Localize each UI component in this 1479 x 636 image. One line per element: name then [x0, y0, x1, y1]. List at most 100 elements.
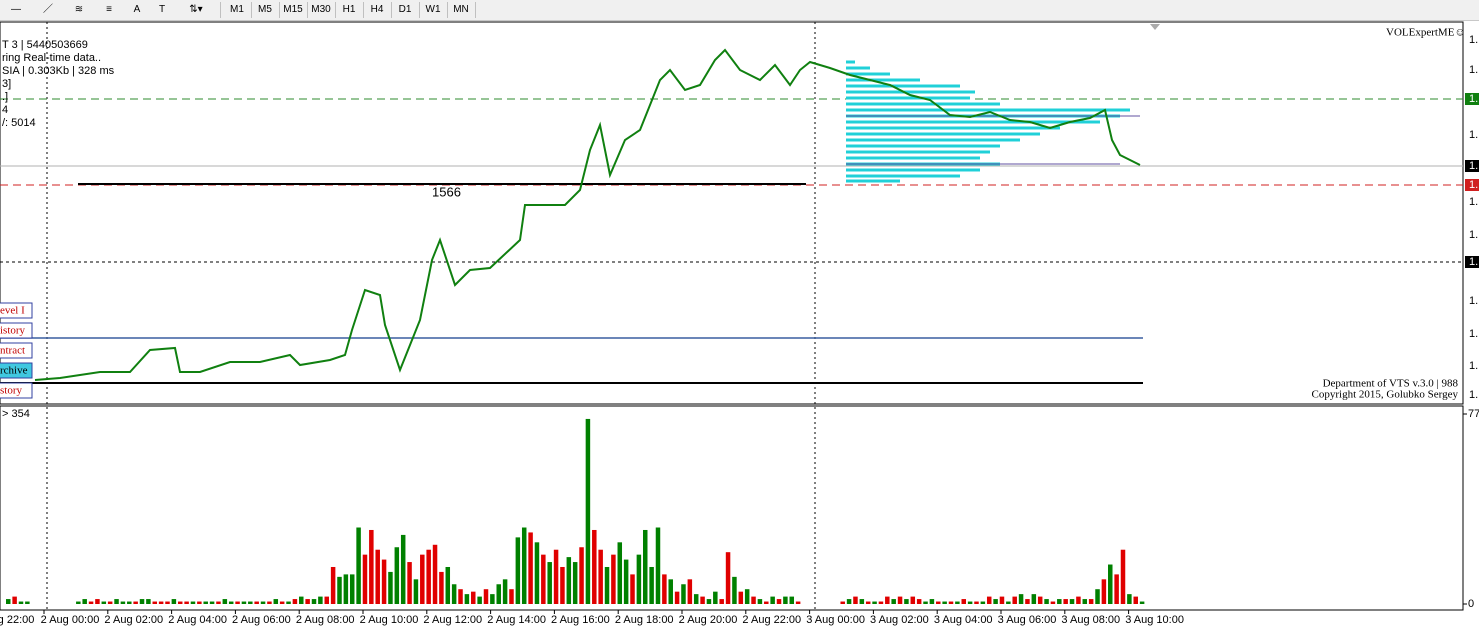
volume-bar	[693, 594, 699, 604]
volume-bar	[420, 554, 425, 604]
timeframe-button[interactable]: H4	[370, 4, 384, 15]
timeframe-button[interactable]: M5	[258, 4, 272, 15]
x-axis-label: 2 Aug 02:00	[104, 614, 163, 626]
volume-bar	[502, 579, 508, 604]
price-axis-label: 1.	[1469, 256, 1478, 268]
volume-bar	[413, 579, 419, 604]
volume-bar	[158, 601, 164, 604]
volume-bar	[1031, 594, 1037, 604]
volume-bar	[980, 601, 986, 604]
timeframe-button[interactable]: MN	[453, 4, 469, 15]
volume-bar	[241, 601, 247, 604]
x-axis-label: 2 Aug 06:00	[232, 614, 291, 626]
volume-bar	[1025, 599, 1030, 604]
side-button[interactable]: evel I	[0, 305, 25, 317]
volume-bar	[1057, 599, 1062, 604]
price-axis-label: 1.	[1469, 229, 1478, 241]
separator	[307, 2, 308, 18]
volume-bar	[362, 554, 368, 604]
volume-bar	[547, 562, 552, 604]
volume-bar	[846, 599, 852, 604]
volume-bar	[343, 574, 349, 604]
label-tool[interactable]: T	[158, 4, 166, 15]
channel-tool[interactable]: ≋	[74, 4, 84, 15]
timeframe-button[interactable]: M15	[283, 4, 303, 15]
volume-bar	[394, 547, 400, 604]
line-tool[interactable]: ／	[43, 4, 53, 15]
volume-bar	[853, 596, 858, 604]
volume-bar	[961, 599, 966, 604]
volume-bar	[1114, 574, 1119, 604]
volume-bar	[114, 599, 119, 604]
price-label-box	[1465, 256, 1479, 268]
volume-bar	[528, 532, 533, 604]
volume-bar	[1037, 596, 1043, 604]
price-label-box	[1465, 160, 1479, 172]
side-button-frame[interactable]	[0, 382, 33, 399]
volume-bar	[1012, 596, 1017, 604]
volume-bar	[655, 527, 661, 604]
volume-bar	[216, 601, 221, 604]
volume-bar	[999, 596, 1005, 604]
fibo-tool[interactable]: ≡	[106, 4, 112, 15]
volume-bar	[254, 601, 259, 604]
volume-bar	[643, 529, 648, 604]
volume-bar	[101, 601, 107, 604]
volume-bar	[203, 601, 208, 604]
volume-bar	[598, 549, 603, 604]
volume-bar	[840, 601, 845, 604]
volume-bar	[286, 601, 291, 604]
volume-bar	[260, 601, 266, 604]
volume-bar	[534, 542, 540, 604]
volume-bar	[267, 601, 272, 604]
arrows-tool[interactable]: ⇅▾	[189, 4, 203, 15]
volume-bar	[12, 596, 17, 604]
y-tick-label: 0	[1468, 598, 1474, 610]
volume-bar	[1101, 579, 1107, 604]
volume-bar	[235, 601, 240, 604]
side-button-frame[interactable]	[0, 342, 33, 359]
price-label-box	[1465, 179, 1479, 191]
volume-bar	[878, 601, 884, 604]
volume-bar	[662, 574, 667, 604]
volume-bar	[509, 589, 514, 604]
side-button[interactable]: rchive	[0, 365, 28, 377]
volume-bar	[299, 596, 304, 604]
side-button-frame[interactable]	[0, 302, 33, 319]
timeframe-button[interactable]: M30	[311, 4, 331, 15]
volume-bar	[165, 601, 170, 604]
volume-bar	[732, 576, 737, 604]
volume-bar	[407, 562, 412, 604]
text-tool[interactable]: A	[133, 4, 141, 15]
price-axis-label: 1.	[1469, 34, 1478, 46]
timeframe-button[interactable]: W1	[425, 4, 441, 15]
volume-bar	[865, 601, 871, 604]
shift-marker	[1150, 24, 1160, 30]
volume-bar	[1006, 601, 1011, 604]
volume-bar	[464, 594, 470, 604]
timeframe-button[interactable]: H1	[342, 4, 356, 15]
volume-bar	[1139, 601, 1145, 604]
timeframe-button[interactable]: D1	[398, 4, 412, 15]
side-button-frame[interactable]	[0, 322, 33, 339]
x-axis-label: 2 Aug 20:00	[679, 614, 738, 626]
x-axis-label: 2 Aug 14:00	[487, 614, 546, 626]
volume-panel	[0, 405, 1464, 611]
x-axis-label: 3 Aug 06:00	[998, 614, 1057, 626]
volume-bar	[611, 554, 616, 604]
side-button[interactable]: istory	[0, 325, 26, 337]
toolbar: — ／ ≋ ≡ A T ⇅▾ M1 M5 M15 M30 H1 H4 D1 W1 MN	[0, 0, 1479, 21]
side-button[interactable]: story	[0, 385, 23, 397]
side-button[interactable]: ntract	[0, 345, 25, 357]
volume-bar	[228, 601, 234, 604]
volume-bar	[592, 529, 597, 604]
price-axis-label: 1.	[1469, 64, 1478, 76]
crosshair-tool[interactable]: —	[11, 4, 21, 15]
side-button-frame[interactable]	[0, 362, 33, 379]
volume-bar	[337, 576, 342, 604]
timeframe-button[interactable]: M1	[230, 4, 244, 15]
volume-bar	[82, 599, 87, 604]
info-line: T 3 | 5440503669	[2, 39, 88, 51]
volume-bar	[719, 599, 724, 604]
